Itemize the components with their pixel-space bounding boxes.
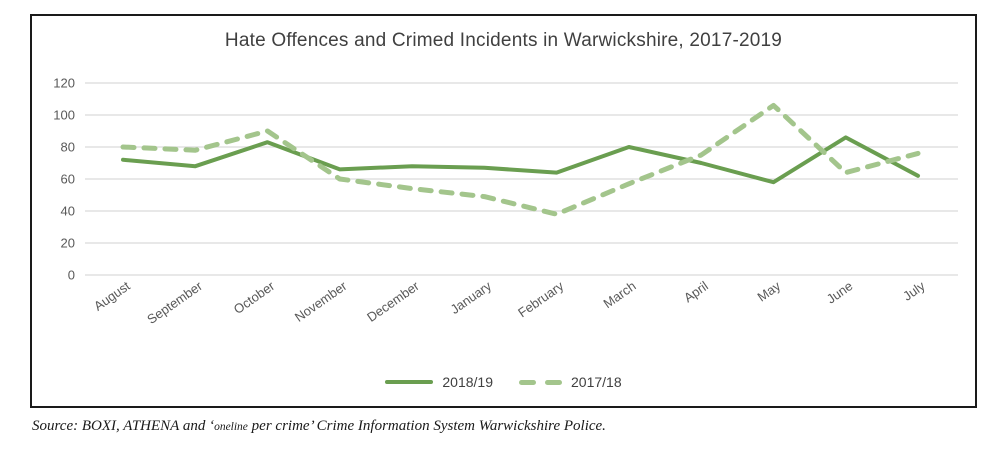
legend-item-2017-18: 2017/18 bbox=[519, 374, 622, 390]
chart-legend: 2018/19 2017/18 bbox=[32, 374, 975, 390]
x-axis-tick-label: March bbox=[600, 278, 638, 311]
x-axis-tick-label: August bbox=[91, 278, 133, 314]
legend-swatch-solid-line-icon bbox=[385, 380, 434, 384]
source-note-small-word: oneline bbox=[214, 421, 248, 433]
x-axis-tick-label: January bbox=[448, 278, 495, 317]
x-axis-tick-label: July bbox=[900, 278, 928, 304]
y-axis-tick-label: 40 bbox=[61, 204, 75, 219]
y-axis-tick-label: 120 bbox=[53, 76, 75, 91]
series-line-2017-18 bbox=[120, 102, 921, 217]
source-note-prefix: Source: BOXI, ATHENA and ‘ bbox=[32, 418, 215, 434]
y-axis-tick-label: 20 bbox=[61, 236, 75, 251]
y-axis-tick-label: 60 bbox=[61, 172, 75, 187]
y-axis-tick-label: 0 bbox=[68, 268, 75, 283]
x-axis-tick-label: May bbox=[754, 278, 783, 305]
x-axis-tick-label: June bbox=[824, 278, 856, 306]
chart-plot: 0 20 40 60 80 100 120 August September October Nov… bbox=[53, 76, 958, 327]
legend-label-2017-18: 2017/18 bbox=[571, 374, 622, 390]
legend-label-2018-19: 2018/19 bbox=[442, 374, 493, 390]
legend-swatch-dashed-line-icon bbox=[519, 379, 562, 385]
x-axis-tick-label: November bbox=[292, 278, 350, 325]
y-axis-tick-label: 80 bbox=[61, 140, 75, 155]
x-axis-tick-label: April bbox=[681, 278, 711, 305]
legend-item-2018-19: 2018/19 bbox=[385, 374, 493, 390]
source-note-suffix: per crime’ Crime Information System Warw… bbox=[247, 418, 606, 434]
source-note: Source: BOXI, ATHENA and ‘oneline per cr… bbox=[32, 418, 972, 435]
chart-title: Hate Offences and Crimed Incidents in Wa… bbox=[224, 30, 783, 51]
x-axis-tick-label: December bbox=[364, 278, 422, 325]
x-axis-tick-label: February bbox=[515, 278, 567, 320]
x-axis-tick-label: September bbox=[144, 278, 205, 327]
chart-frame: Hate Offences and Crimed Incidents in Wa… bbox=[30, 14, 977, 408]
series-line-2018-19 bbox=[121, 135, 920, 185]
y-axis-tick-label: 100 bbox=[53, 108, 75, 123]
x-axis-tick-label: October bbox=[231, 278, 278, 317]
